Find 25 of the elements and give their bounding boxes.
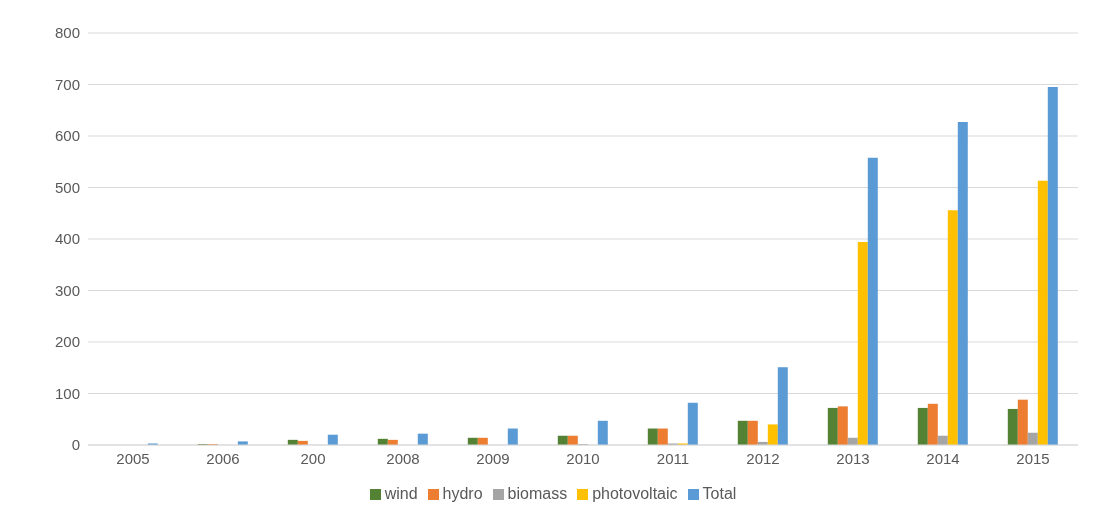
y-tick-label: 300 [54,281,80,299]
y-tick-label: 400 [54,230,80,248]
x-tick-label: 2009 [476,449,510,467]
legend-label: biomass [507,485,568,502]
x-tick-label: 200 [300,449,326,467]
x-tick-label: 2010 [566,449,600,467]
x-tick-label: 2013 [836,449,870,467]
y-tick-label: 100 [54,384,80,402]
legend-label: Total [702,485,737,502]
x-tick-label: 2012 [746,449,780,467]
legend-label: hydro [442,485,483,502]
legend-label: photovoltaic [592,485,678,502]
y-tick-label: 200 [54,333,80,351]
legend-label: wind [384,485,418,502]
x-tick-label: 2005 [116,449,150,467]
y-tick-label: 700 [54,75,80,93]
x-tick-label: 2011 [656,449,690,467]
x-tick-label: 2015 [1016,449,1050,467]
x-tick-label: 2006 [206,449,240,467]
y-tick-label: 0 [71,436,80,454]
x-tick-label: 2014 [926,449,960,467]
y-tick-label: 800 [54,24,80,42]
x-tick-label: 2008 [386,449,420,467]
y-tick-label: 500 [54,178,80,196]
y-tick-label: 600 [54,127,80,145]
